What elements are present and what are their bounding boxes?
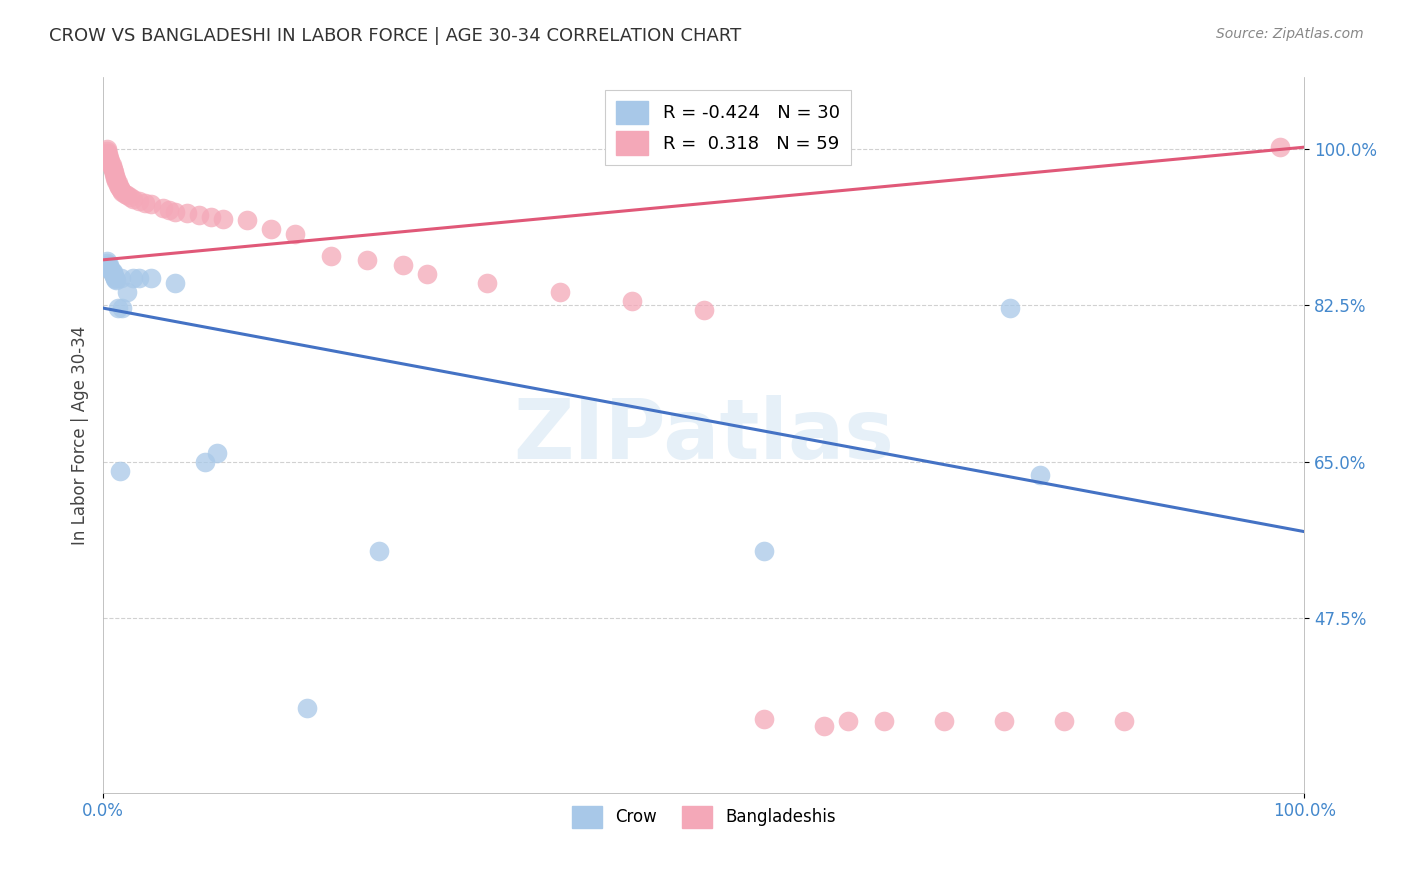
Point (176, 206, 198, 220)
Point (368, 544, 391, 558)
Point (477, 276, 499, 290)
Point (98, 151, 121, 165)
Point (115, 285, 138, 299)
Point (110, 183, 132, 197)
Text: Source: ZipAtlas.com: Source: ZipAtlas.com (1216, 27, 1364, 41)
Point (141, 270, 163, 285)
Point (194, 455, 217, 469)
Point (104, 170, 127, 185)
Point (122, 270, 145, 285)
Point (200, 210, 222, 224)
Point (297, 700, 319, 714)
Point (118, 190, 141, 204)
Point (752, 712, 775, 726)
Point (813, 718, 835, 732)
Point (98, 258, 121, 272)
Point (122, 192, 145, 206)
Point (932, 714, 955, 728)
Point (101, 163, 124, 178)
Point (692, 302, 714, 317)
Point (1053, 714, 1076, 728)
Point (105, 172, 128, 186)
Text: ZIPatlas: ZIPatlas (513, 394, 894, 475)
Point (105, 174, 128, 188)
Point (236, 213, 259, 227)
Point (100, 263, 122, 277)
Point (128, 194, 150, 208)
Point (96, 145, 118, 160)
Point (620, 293, 643, 308)
Point (165, 204, 187, 219)
Point (108, 464, 131, 478)
Point (152, 201, 174, 215)
Point (103, 167, 125, 181)
Point (1112, 714, 1135, 728)
Point (188, 208, 211, 222)
Point (392, 258, 415, 272)
Point (157, 202, 180, 217)
Point (107, 176, 129, 190)
Legend: Crow, Bangladeshis: Crow, Bangladeshis (565, 799, 842, 834)
Point (1029, 468, 1052, 483)
Point (97, 149, 120, 163)
Point (752, 544, 775, 558)
Point (98, 262, 121, 277)
Point (100, 158, 122, 172)
Point (101, 265, 124, 279)
Point (107, 301, 129, 315)
Point (103, 165, 125, 179)
Point (98, 260, 121, 274)
Point (873, 714, 896, 728)
Point (321, 249, 343, 263)
Point (110, 270, 132, 285)
Point (141, 197, 163, 211)
Point (104, 169, 127, 183)
Point (111, 185, 134, 199)
Point (103, 268, 125, 283)
Point (105, 273, 128, 287)
Point (104, 272, 127, 286)
Point (107, 178, 129, 192)
Point (165, 276, 187, 290)
Point (260, 222, 283, 236)
Text: CROW VS BANGLADESHI IN LABOR FORCE | AGE 30-34 CORRELATION CHART: CROW VS BANGLADESHI IN LABOR FORCE | AGE… (49, 27, 741, 45)
Point (96, 253, 118, 268)
Point (98, 153, 121, 167)
Point (98, 261, 121, 276)
Point (356, 252, 378, 267)
Point (96, 256, 118, 270)
Point (837, 714, 859, 728)
Point (128, 270, 150, 285)
Point (134, 195, 156, 210)
Point (98, 156, 121, 170)
Point (111, 301, 134, 315)
Point (98, 154, 121, 169)
Point (101, 161, 124, 176)
Point (107, 179, 129, 194)
Point (114, 186, 136, 201)
Point (115, 188, 138, 202)
Point (101, 267, 124, 281)
Point (100, 160, 122, 174)
Point (108, 181, 131, 195)
Point (97, 147, 120, 161)
Point (998, 301, 1021, 315)
Point (416, 267, 439, 281)
Point (284, 227, 307, 241)
Point (97, 258, 120, 272)
Point (993, 714, 1015, 728)
Point (104, 270, 127, 285)
Point (207, 446, 229, 460)
Point (212, 211, 235, 226)
Point (96, 144, 118, 158)
Y-axis label: In Labor Force | Age 30-34: In Labor Force | Age 30-34 (72, 326, 89, 545)
Point (96, 142, 118, 156)
Point (1270, 140, 1292, 154)
Point (548, 285, 571, 299)
